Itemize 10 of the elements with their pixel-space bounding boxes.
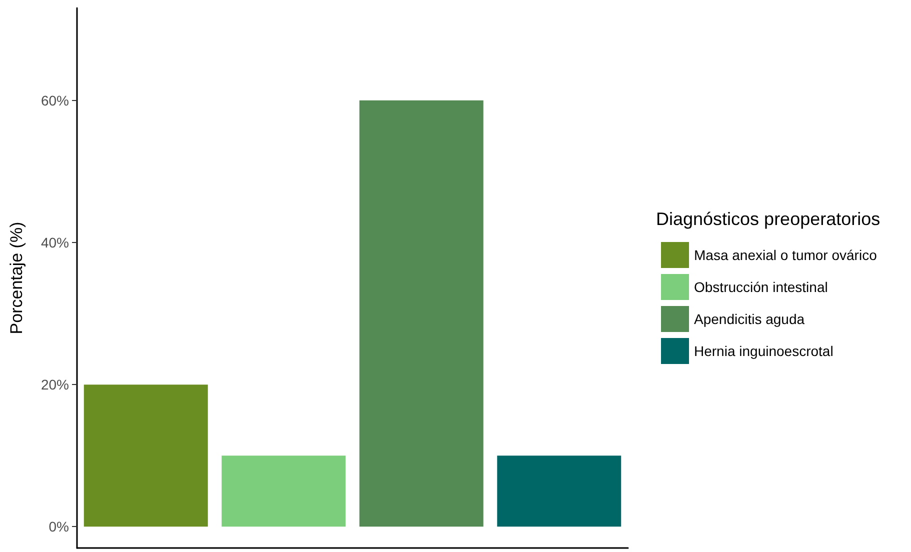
- y-tick-label: 40%: [40, 234, 69, 250]
- legend-label: Apendicitis aguda: [694, 311, 805, 327]
- y-axis-title: Porcentaje (%): [7, 222, 26, 334]
- legend-label: Masa anexial o tumor ovárico: [694, 247, 878, 263]
- y-tick-label: 20%: [40, 376, 69, 393]
- y-tick-label: 0%: [48, 518, 69, 535]
- y-tick-label: 60%: [40, 92, 69, 108]
- legend-title: Diagnósticos preoperatorios: [656, 209, 880, 229]
- legend-label: Hernia inguinoescrotal: [694, 343, 834, 359]
- legend-label: Obstrucción intestinal: [694, 279, 828, 295]
